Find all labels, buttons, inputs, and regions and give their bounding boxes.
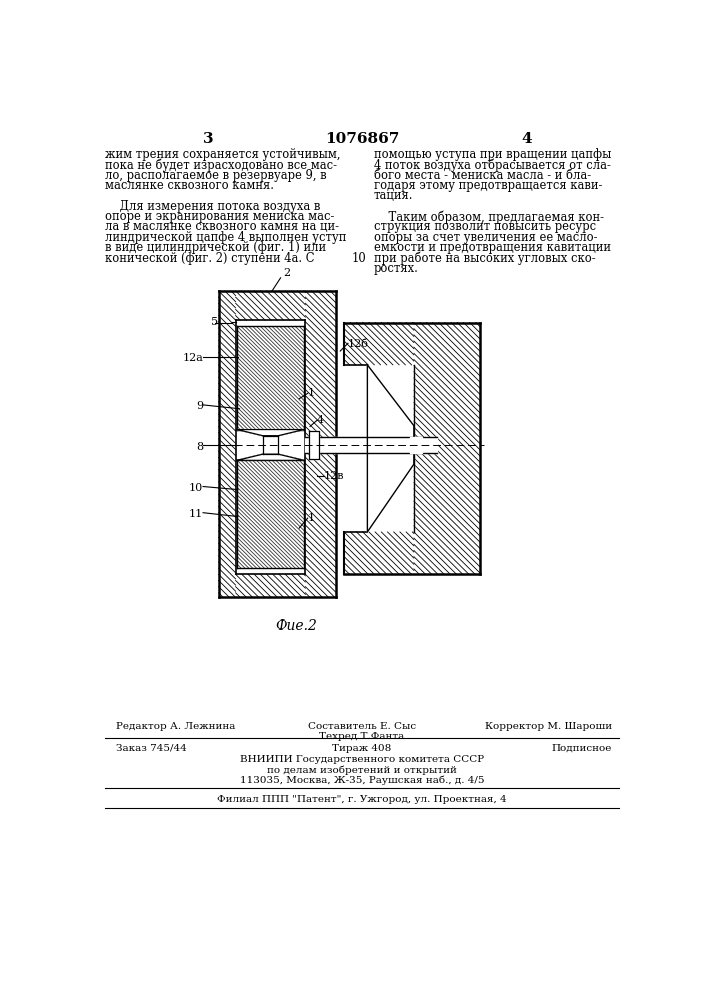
Text: Для измерения потока воздуха в: Для измерения потока воздуха в bbox=[105, 200, 321, 213]
Text: в виде цилиндрической (фиг. 1) или: в виде цилиндрической (фиг. 1) или bbox=[105, 241, 327, 254]
Text: ло, располагаемое в резервуаре 9, в: ло, располагаемое в резервуаре 9, в bbox=[105, 169, 327, 182]
Text: маслянке сквозного камня.: маслянке сквозного камня. bbox=[105, 179, 274, 192]
Text: по делам изобретений и открытий: по делам изобретений и открытий bbox=[267, 765, 457, 775]
Text: Заказ 745/44: Заказ 745/44 bbox=[116, 744, 187, 753]
Text: 11: 11 bbox=[189, 509, 203, 519]
Text: 5: 5 bbox=[211, 317, 218, 327]
Text: при работе на высоких угловых ско-: при работе на высоких угловых ско- bbox=[373, 252, 595, 265]
Text: 8: 8 bbox=[196, 442, 203, 452]
Text: Корректор М. Шароши: Корректор М. Шароши bbox=[485, 722, 612, 731]
Text: 2: 2 bbox=[284, 268, 291, 278]
Text: тация.: тация. bbox=[373, 189, 413, 202]
Text: Фие.2: Фие.2 bbox=[275, 619, 317, 633]
Text: линдрической цапфе 4 выполнен уступ: линдрической цапфе 4 выполнен уступ bbox=[105, 231, 347, 244]
Polygon shape bbox=[237, 454, 304, 460]
Text: Таким образом, предлагаемая кон-: Таким образом, предлагаемая кон- bbox=[373, 210, 604, 224]
Text: струкция позволит повысить ресурс: струкция позволит повысить ресурс bbox=[373, 220, 596, 233]
Text: 3: 3 bbox=[203, 132, 214, 146]
Text: 9: 9 bbox=[196, 401, 203, 411]
Text: емкости и предотвращения кавитации: емкости и предотвращения кавитации bbox=[373, 241, 611, 254]
Text: 12б: 12б bbox=[348, 339, 369, 349]
Text: 1: 1 bbox=[308, 513, 315, 523]
Text: Редактор А. Лежнина: Редактор А. Лежнина bbox=[116, 722, 235, 731]
Text: Техред Т.Фанта: Техред Т.Фанта bbox=[320, 732, 404, 741]
Text: 12в: 12в bbox=[324, 471, 344, 481]
Text: 4: 4 bbox=[317, 415, 324, 425]
Text: ла в маслянке сквозного камня на ци-: ла в маслянке сквозного камня на ци- bbox=[105, 220, 339, 233]
Text: Филиал ППП "Патент", г. Ужгород, ул. Проектная, 4: Филиал ППП "Патент", г. Ужгород, ул. Про… bbox=[217, 795, 507, 804]
Text: пока не будет израсходовано все мас-: пока не будет израсходовано все мас- bbox=[105, 158, 337, 172]
Text: 4: 4 bbox=[521, 132, 532, 146]
Text: опоре и экранирования мениска мас-: опоре и экранирования мениска мас- bbox=[105, 210, 335, 223]
Text: 4 поток воздуха отбрасывается от сла-: 4 поток воздуха отбрасывается от сла- bbox=[373, 158, 610, 172]
Text: 10: 10 bbox=[351, 252, 366, 265]
Text: 12а: 12а bbox=[182, 353, 203, 363]
Text: жим трения сохраняется устойчивым,: жим трения сохраняется устойчивым, bbox=[105, 148, 341, 161]
Text: 1076867: 1076867 bbox=[325, 132, 399, 146]
Text: Подписное: Подписное bbox=[552, 744, 612, 753]
Text: опоры за счет увеличения ее масло-: опоры за счет увеличения ее масло- bbox=[373, 231, 597, 244]
Text: годаря этому предотвращается кави-: годаря этому предотвращается кави- bbox=[373, 179, 602, 192]
Text: бого места - мениска масла - и бла-: бого места - мениска масла - и бла- bbox=[373, 169, 591, 182]
Text: конической (фиг. 2) ступени 4а. С: конической (фиг. 2) ступени 4а. С bbox=[105, 252, 315, 265]
Text: 10: 10 bbox=[189, 483, 203, 493]
Polygon shape bbox=[368, 365, 414, 532]
Text: 113035, Москва, Ж-35, Раушская наб., д. 4/5: 113035, Москва, Ж-35, Раушская наб., д. … bbox=[240, 775, 484, 785]
Text: 1: 1 bbox=[308, 388, 315, 398]
Text: помощью уступа при вращении цапфы: помощью уступа при вращении цапфы bbox=[373, 148, 611, 161]
Text: Составитель Е. Сыс: Составитель Е. Сыс bbox=[308, 722, 416, 731]
Text: ВНИИПИ Государственного комитета СССР: ВНИИПИ Государственного комитета СССР bbox=[240, 755, 484, 764]
Text: Тираж 408: Тираж 408 bbox=[332, 744, 392, 753]
Text: ростях.: ростях. bbox=[373, 262, 419, 275]
Polygon shape bbox=[237, 430, 304, 436]
